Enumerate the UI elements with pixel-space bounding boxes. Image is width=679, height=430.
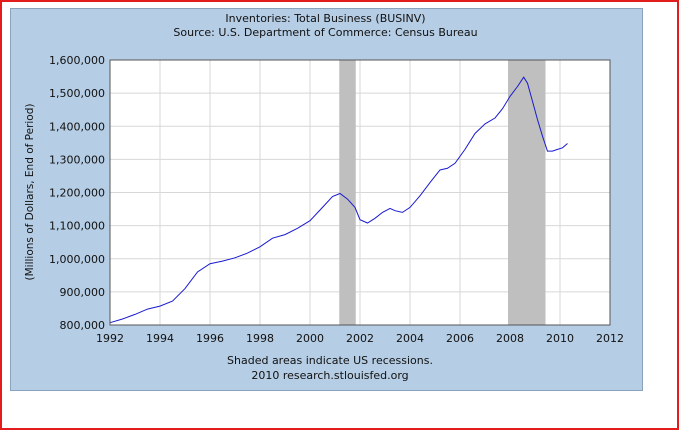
x-tick-label: 1994 — [146, 332, 174, 345]
x-tick-label: 2006 — [446, 332, 474, 345]
series-line-busenv — [109, 76, 568, 324]
recession-band — [339, 60, 356, 325]
chart-subtitle: Source: U.S. Department of Commerce: Cen… — [173, 26, 478, 39]
y-tick-label: 1,500,000 — [49, 87, 105, 100]
plot-border — [109, 59, 611, 326]
note-source-url: 2010 research.stlouisfed.org — [251, 369, 408, 382]
x-tick-label: 2002 — [346, 332, 374, 345]
x-tick-label: 2008 — [496, 332, 524, 345]
y-axis-label: (Millions of Dollars, End of Period) — [24, 104, 36, 281]
recession-band — [508, 60, 546, 325]
y-tick-label: 1,200,000 — [49, 187, 105, 200]
y-tick-label: 1,600,000 — [49, 54, 105, 67]
y-tick-label: 1,400,000 — [49, 120, 105, 133]
y-tick-label: 1,300,000 — [49, 153, 105, 166]
y-tick-label: 800,000 — [60, 319, 106, 332]
y-tick-label: 900,000 — [60, 286, 106, 299]
x-tick-label: 2004 — [396, 332, 424, 345]
x-tick-label: 1998 — [246, 332, 274, 345]
x-tick-label: 1992 — [96, 332, 124, 345]
x-tick-label: 2010 — [546, 332, 574, 345]
y-tick-label: 1,100,000 — [49, 220, 105, 233]
note-recessions: Shaded areas indicate US recessions. — [227, 354, 433, 367]
y-tick-label: 1,000,000 — [49, 253, 105, 266]
chart-title: Inventories: Total Business (BUSINV) — [225, 12, 426, 25]
x-tick-label: 2012 — [596, 332, 624, 345]
x-tick-label: 2000 — [296, 332, 324, 345]
x-tick-label: 1996 — [196, 332, 224, 345]
